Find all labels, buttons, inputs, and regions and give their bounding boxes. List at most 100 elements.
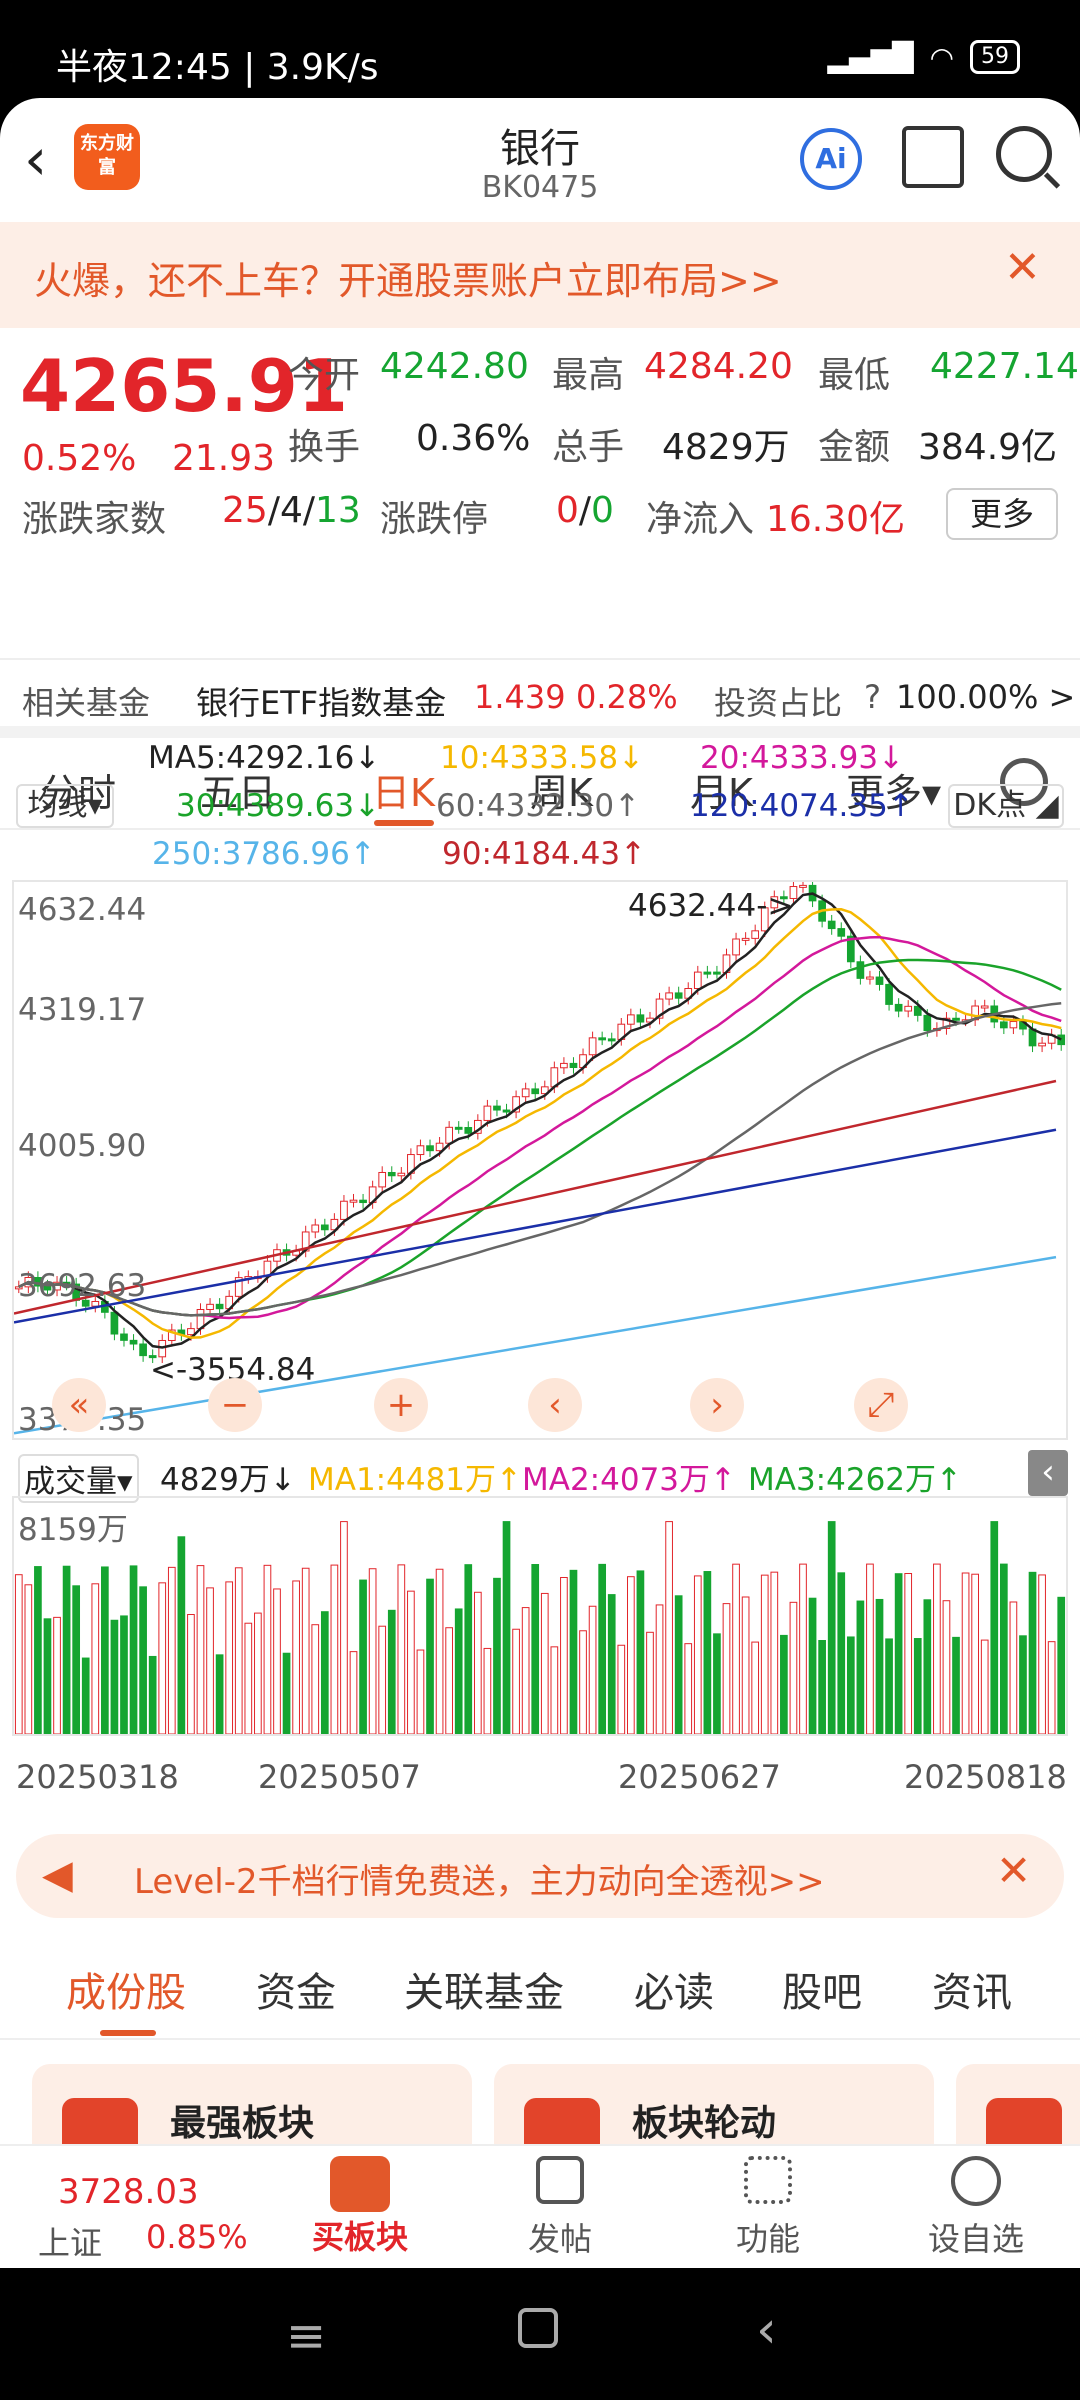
promo-text: 火爆，还不上车？开通股票账户立即布局>> (34, 259, 782, 303)
volume-label: 总手 (552, 427, 625, 468)
index-value[interactable]: 3728.03 (58, 2172, 199, 2212)
tab-news[interactable]: 资讯 (932, 1970, 1012, 2016)
open-label: 今开 (288, 355, 361, 396)
tab-fund-flow[interactable]: 资金 (256, 1970, 336, 2016)
search-icon[interactable] (996, 126, 1052, 182)
candle (952, 1017, 960, 1021)
volume-selector[interactable]: 成交量▾ (18, 1454, 139, 1503)
candle (215, 1303, 224, 1310)
help-icon[interactable]: ? (864, 678, 881, 716)
candlestick-chart[interactable]: 4632.44 4319.17 4005.90 3692.63 3379.35 … (12, 879, 1068, 1440)
quote-panel: 4265.91 0.52% 21.93 今开 4242.80 最高 4284.2… (0, 328, 1080, 658)
share-icon[interactable] (902, 126, 964, 188)
candle (206, 1303, 214, 1310)
buy-sector-button[interactable]: 买板块 (300, 2156, 420, 2258)
tab-five-day[interactable]: 五日 (200, 771, 277, 815)
candle (703, 971, 712, 975)
dk-point-toggle[interactable]: DK点 ◢ (948, 784, 1064, 828)
volume-bar (1038, 1574, 1046, 1735)
volume-bar (942, 1600, 951, 1735)
volume-bar (206, 1587, 214, 1735)
zoom-in-icon[interactable]: + (374, 1378, 428, 1432)
ma-long-line (13, 1128, 1057, 1324)
volume-bar (818, 1640, 826, 1735)
candle (636, 1014, 645, 1023)
fast-back-icon[interactable]: « (52, 1378, 106, 1432)
volume-bar (703, 1571, 712, 1735)
ma-toggle[interactable]: 均线▾ (16, 784, 114, 828)
chevron-right-icon[interactable]: › (690, 1378, 744, 1432)
more-button[interactable]: 更多 (946, 488, 1058, 540)
post-button[interactable]: 发帖 (500, 2156, 620, 2260)
fullscreen-icon[interactable]: ⤢ (854, 1378, 908, 1432)
add-watchlist-button[interactable]: 设自选 (916, 2156, 1036, 2260)
candle (665, 992, 673, 1000)
tab-weekly-k[interactable]: 周K (530, 771, 593, 815)
volume-bar (971, 1573, 979, 1735)
function-button[interactable]: 功能 (708, 2156, 828, 2260)
low-label: 最低 (818, 355, 891, 396)
count-label: 涨跌家数 (22, 499, 167, 540)
account-promo-banner[interactable]: 火爆，还不上车？开通股票账户立即布局>> ✕ (0, 222, 1080, 328)
candle (760, 907, 769, 932)
inflow-label: 净流入 (646, 499, 755, 540)
candle (770, 896, 779, 909)
volume-svg (14, 1521, 1066, 1735)
nav-back-icon[interactable]: ‹ (756, 2300, 777, 2360)
tab-monthly-k[interactable]: 月K (690, 771, 753, 815)
signal-icon: ▂▄▆█ (827, 40, 914, 74)
volume-bar (913, 1638, 922, 1735)
open-value: 4242.80 (380, 346, 529, 387)
candle (999, 1021, 1008, 1029)
ma-long-line (13, 1079, 1057, 1315)
collapse-icon[interactable]: ‹ (1028, 1450, 1068, 1496)
volume-bar (741, 1596, 750, 1735)
wifi-icon: ◠ (929, 40, 954, 74)
tab-more[interactable]: 更多▾ (846, 771, 942, 815)
candle (464, 1127, 473, 1134)
app-logo[interactable]: 东方财富 (74, 124, 140, 190)
tab-forum[interactable]: 股吧 (782, 1970, 862, 2016)
back-icon[interactable]: ‹ (24, 125, 48, 193)
chevron-left-icon[interactable]: ‹ (528, 1378, 582, 1432)
date-label-3: 20250627 (618, 1758, 781, 1796)
battery-icon: 59 (970, 40, 1020, 74)
volume-bar (780, 1634, 788, 1735)
period-tabs: 分时 五日 日K 周K 月K 更多▾ (0, 738, 1080, 830)
candle (885, 983, 893, 1005)
related-fund-row[interactable]: 相关基金 银行ETF指数基金 1.439 0.28% 投资占比 ? 100.00… (0, 658, 1080, 738)
sector-rotation-card[interactable]: 板块轮动 (494, 2064, 934, 2174)
high-label: 最高 (552, 355, 625, 396)
volume-bar (416, 1649, 425, 1735)
volume-bar (1047, 1641, 1056, 1735)
ai-icon[interactable]: Ai (800, 128, 862, 190)
close-icon[interactable]: ✕ (1004, 242, 1041, 293)
candle (359, 1199, 367, 1204)
candle (502, 1109, 511, 1113)
ma-long-line (13, 1255, 1057, 1435)
volume-chart[interactable]: 8159万 (12, 1496, 1068, 1736)
volume-bar (789, 1601, 798, 1735)
tab-intraday[interactable]: 分时 (40, 771, 117, 815)
tab-daily-k[interactable]: 日K (372, 771, 435, 815)
tab-related-funds[interactable]: 关联基金 (404, 1970, 564, 2016)
more-dots-icon (951, 2156, 1001, 2206)
zoom-out-icon[interactable]: − (208, 1378, 262, 1432)
tab-constituents[interactable]: 成份股 (66, 1970, 186, 2016)
volume-bar (349, 1651, 358, 1735)
candle (512, 1096, 520, 1113)
ma90-label: 90:4184.43↑ (442, 836, 647, 872)
volume-bar (856, 1600, 865, 1735)
candle (894, 1003, 903, 1012)
volume-bar (311, 1624, 320, 1735)
home-icon[interactable] (518, 2308, 558, 2348)
candle (866, 976, 874, 980)
level2-banner[interactable]: ◀ Level-2千档行情免费送，主力动向全透视>> ✕ (16, 1834, 1064, 1918)
menu-icon[interactable]: ≡ (286, 2308, 327, 2364)
gear-icon[interactable] (1000, 758, 1048, 806)
candle (110, 1311, 119, 1335)
tab-must-read[interactable]: 必读 (634, 1970, 714, 2016)
y-tick-2: 4319.17 (18, 992, 147, 1028)
close-icon[interactable]: ✕ (996, 1846, 1032, 1895)
volume-bar (301, 1567, 310, 1735)
